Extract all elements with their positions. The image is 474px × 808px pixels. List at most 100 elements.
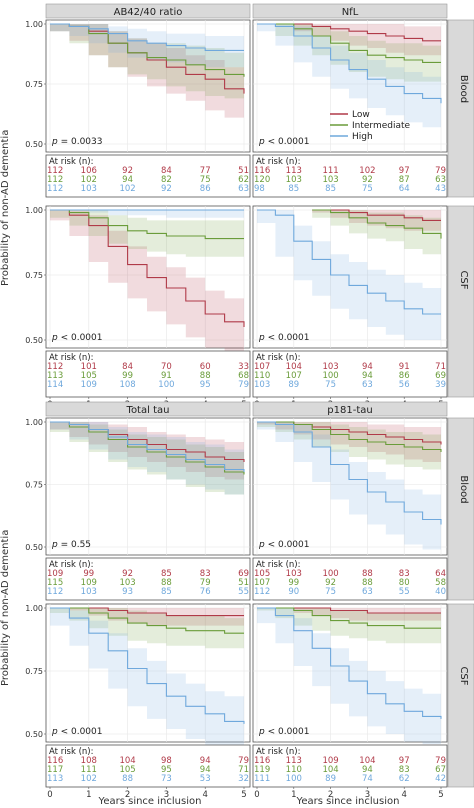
- risk-table: [252, 744, 448, 788]
- at-risk-low: 77: [200, 166, 211, 176]
- plot-area: [45, 19, 251, 153]
- at-risk-high: 85: [288, 184, 299, 194]
- at-risk-intermediate: 94: [362, 765, 373, 775]
- p-value-text: < 0.0001: [265, 137, 310, 147]
- plot-area: [252, 417, 448, 556]
- at-risk-intermediate: 103: [286, 175, 302, 185]
- km-curve-high: [257, 209, 441, 315]
- p-value-text: < 0.0001: [58, 333, 103, 343]
- at-risk-intermediate: 88: [161, 578, 172, 588]
- plot-area: [45, 603, 251, 743]
- x-tick-label: 2: [328, 790, 333, 800]
- at-risk-low: 94: [200, 756, 211, 766]
- risk-table: [45, 154, 251, 198]
- km-curve-high: [50, 23, 244, 51]
- at-risk-low: 84: [122, 362, 133, 372]
- at-risk-high: 88: [122, 774, 133, 784]
- at-risk-high: 102: [81, 774, 97, 784]
- p-value-symbol: p: [51, 540, 58, 550]
- at-risk-low: 97: [399, 756, 410, 766]
- at-risk-high: 40: [435, 587, 446, 597]
- p-value-text: = 0.55: [58, 540, 91, 550]
- at-risk-high: 85: [161, 587, 172, 597]
- at-risk-low: 102: [359, 166, 375, 176]
- at-risk-high: 112: [254, 587, 270, 597]
- at-risk-low: 112: [47, 166, 63, 176]
- at-risk-low: 92: [122, 569, 133, 579]
- at-risk-low: 113: [286, 166, 302, 176]
- at-risk-high: 92: [161, 184, 172, 194]
- at-risk-low: 109: [322, 756, 338, 766]
- y-tick-label: 0.75: [25, 481, 43, 490]
- at-risk-high: 62: [399, 774, 410, 784]
- at-risk-intermediate: 105: [119, 765, 135, 775]
- p-value-text: < 0.0001: [265, 333, 310, 343]
- at-risk-high: 111: [254, 774, 270, 784]
- at-risk-low: 103: [322, 362, 338, 372]
- at-risk-low: 113: [286, 756, 302, 766]
- at-risk-intermediate: 115: [47, 578, 63, 588]
- at-risk-intermediate: 80: [399, 578, 410, 588]
- p-value-text: = 0.0033: [58, 137, 103, 147]
- at-risk-intermediate: 105: [81, 371, 97, 381]
- km-curve-high: [257, 607, 442, 719]
- at-risk-low: 69: [238, 569, 249, 579]
- legend-label: Low: [352, 110, 370, 120]
- panel-title-strip: [45, 3, 251, 19]
- ci-band-intermediate: [257, 608, 441, 644]
- at-risk-low: 111: [322, 166, 338, 176]
- at-risk-low: 98: [161, 756, 172, 766]
- at-risk-high: 114: [47, 380, 63, 390]
- at-risk-high: 93: [122, 587, 133, 597]
- p-value: p < 0.0001: [258, 333, 309, 343]
- at-risk-low: 83: [200, 569, 211, 579]
- x-tick-label: 1: [291, 790, 296, 800]
- km-curve-high: [257, 23, 442, 104]
- at-risk-high: 113: [47, 774, 63, 784]
- ci-band-high: [257, 422, 441, 550]
- sample-strip: [447, 603, 474, 788]
- at-risk-high: 109: [81, 380, 97, 390]
- panel-title: p181-tau: [327, 405, 372, 416]
- at-risk-high: 75: [325, 587, 336, 597]
- at-risk-low: 106: [81, 166, 97, 176]
- risk-table: [45, 350, 251, 398]
- at-risk-high: 74: [362, 774, 373, 784]
- at-risk-low: 99: [83, 569, 94, 579]
- x-tick-label: 2: [125, 790, 130, 800]
- ci-band-low: [257, 608, 441, 621]
- at-risk-intermediate: 51: [238, 578, 249, 588]
- x-tick-label: 3: [164, 790, 169, 800]
- at-risk-high: 102: [119, 184, 135, 194]
- at-risk-intermediate: 94: [122, 175, 133, 185]
- at-risk-high: 39: [435, 380, 446, 390]
- at-risk-high: 112: [47, 184, 63, 194]
- at-risk-low: 104: [359, 756, 375, 766]
- p-value-symbol: p: [258, 540, 265, 550]
- risk-table-header: At risk (n):: [256, 353, 301, 363]
- km-curve-low: [257, 23, 441, 42]
- at-risk-intermediate: 92: [362, 175, 373, 185]
- ci-band-intermediate: [257, 422, 441, 470]
- at-risk-intermediate: 103: [322, 175, 338, 185]
- at-risk-intermediate: 112: [47, 175, 63, 185]
- ci-band-intermediate: [257, 24, 441, 82]
- at-risk-low: 107: [254, 362, 270, 372]
- at-risk-high: 100: [286, 774, 302, 784]
- at-risk-intermediate: 82: [161, 175, 172, 185]
- at-risk-intermediate: 109: [81, 578, 97, 588]
- at-risk-intermediate: 92: [325, 578, 336, 588]
- at-risk-high: 86: [200, 184, 211, 194]
- ci-band-intermediate: [50, 24, 244, 99]
- y-tick-label: 0.50: [25, 140, 43, 149]
- risk-table-header: At risk (n):: [256, 157, 301, 167]
- risk-table-header: At risk (n):: [49, 157, 94, 167]
- at-risk-low: 88: [362, 569, 373, 579]
- at-risk-low: 60: [200, 362, 211, 372]
- km-curve-intermediate: [50, 209, 244, 240]
- p-value: p = 0.0033: [51, 137, 102, 147]
- ci-band-intermediate: [50, 422, 244, 495]
- panel-title: Total tau: [126, 405, 170, 416]
- at-risk-low: 91: [399, 362, 410, 372]
- x-tick-label: 4: [202, 790, 207, 800]
